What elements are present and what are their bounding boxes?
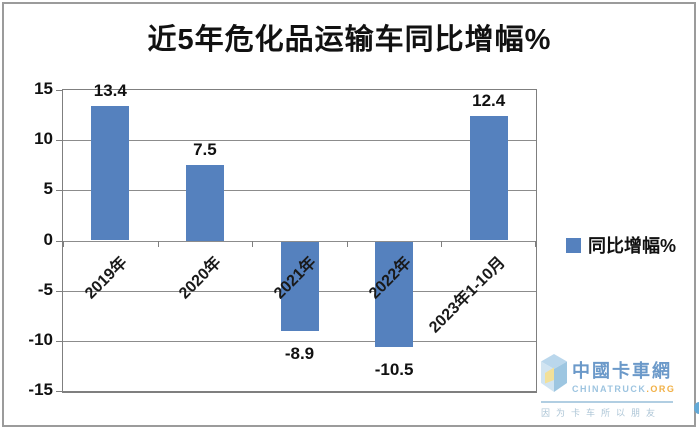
y-axis-tick-label: 10 xyxy=(34,129,53,149)
chart-legend: 同比增幅% xyxy=(566,232,676,258)
x-axis-tick xyxy=(157,240,159,247)
y-axis-tick xyxy=(56,340,62,342)
data-label: 12.4 xyxy=(472,91,506,111)
watermark-brand-chinese: 中國卡車網 xyxy=(572,361,672,381)
data-label: -10.5 xyxy=(374,359,414,379)
gridline xyxy=(63,190,536,192)
data-label: -8.9 xyxy=(284,343,315,363)
gridline xyxy=(63,340,536,342)
chinatruck-watermark: 中國卡車網 CHINATRUCK.ORG 因为卡车所以朋友 xyxy=(541,353,676,419)
y-axis-labels: 15 10 5 0 -5 -10 -15 xyxy=(0,79,53,399)
bar-2020年 xyxy=(185,165,224,241)
y-axis-tick xyxy=(56,240,62,242)
y-axis-tick xyxy=(56,190,62,192)
chinatruck-cube-logo-icon xyxy=(541,353,568,399)
y-axis-tick-label: 15 xyxy=(34,79,53,98)
legend-swatch-icon xyxy=(566,237,581,253)
x-axis-tick xyxy=(346,240,348,247)
watermark-brand-english: CHINATRUCK.ORG xyxy=(572,384,676,394)
plot-area: 13.4 2019年 7.5 2020年 -8.9 2021年 -10.5 2022年 12.4… xyxy=(56,81,537,393)
y-axis-tick xyxy=(56,290,62,292)
y-axis-tick xyxy=(56,90,62,91)
x-axis-tick xyxy=(252,240,254,247)
y-axis-tick-label: 5 xyxy=(43,179,53,199)
chart-title: 近5年危化品运输车同比增幅% xyxy=(147,24,552,56)
data-label: 13.4 xyxy=(93,81,127,101)
watermark-tagline: 因为卡车所以朋友 xyxy=(541,408,662,418)
x-axis-tick xyxy=(441,240,443,247)
x-axis-tick xyxy=(535,240,536,247)
edge-cursor-dot xyxy=(694,402,699,414)
bar-2022年 xyxy=(375,241,414,347)
category-label: 2020年 xyxy=(176,253,225,303)
y-axis-tick-label: -10 xyxy=(28,329,53,349)
watermark-divider xyxy=(541,401,673,403)
bar-2019年 xyxy=(91,106,130,241)
y-axis-tick xyxy=(56,391,62,392)
gridline xyxy=(63,140,536,142)
y-axis-tick-label: -5 xyxy=(37,279,53,299)
legend-series-label: 同比增幅% xyxy=(588,236,677,256)
bar-2021年 xyxy=(280,241,319,331)
bar-2023年1-10月 xyxy=(469,116,508,241)
y-axis-tick-label: -15 xyxy=(28,380,53,399)
category-label: 2019年 xyxy=(81,253,131,303)
category-label: 2023年1-10月 xyxy=(426,253,509,336)
gridline xyxy=(63,240,536,242)
data-label: 7.5 xyxy=(193,140,217,160)
y-axis-tick-label: 0 xyxy=(43,229,53,249)
y-axis-tick xyxy=(56,140,62,142)
x-axis-tick xyxy=(63,240,64,247)
